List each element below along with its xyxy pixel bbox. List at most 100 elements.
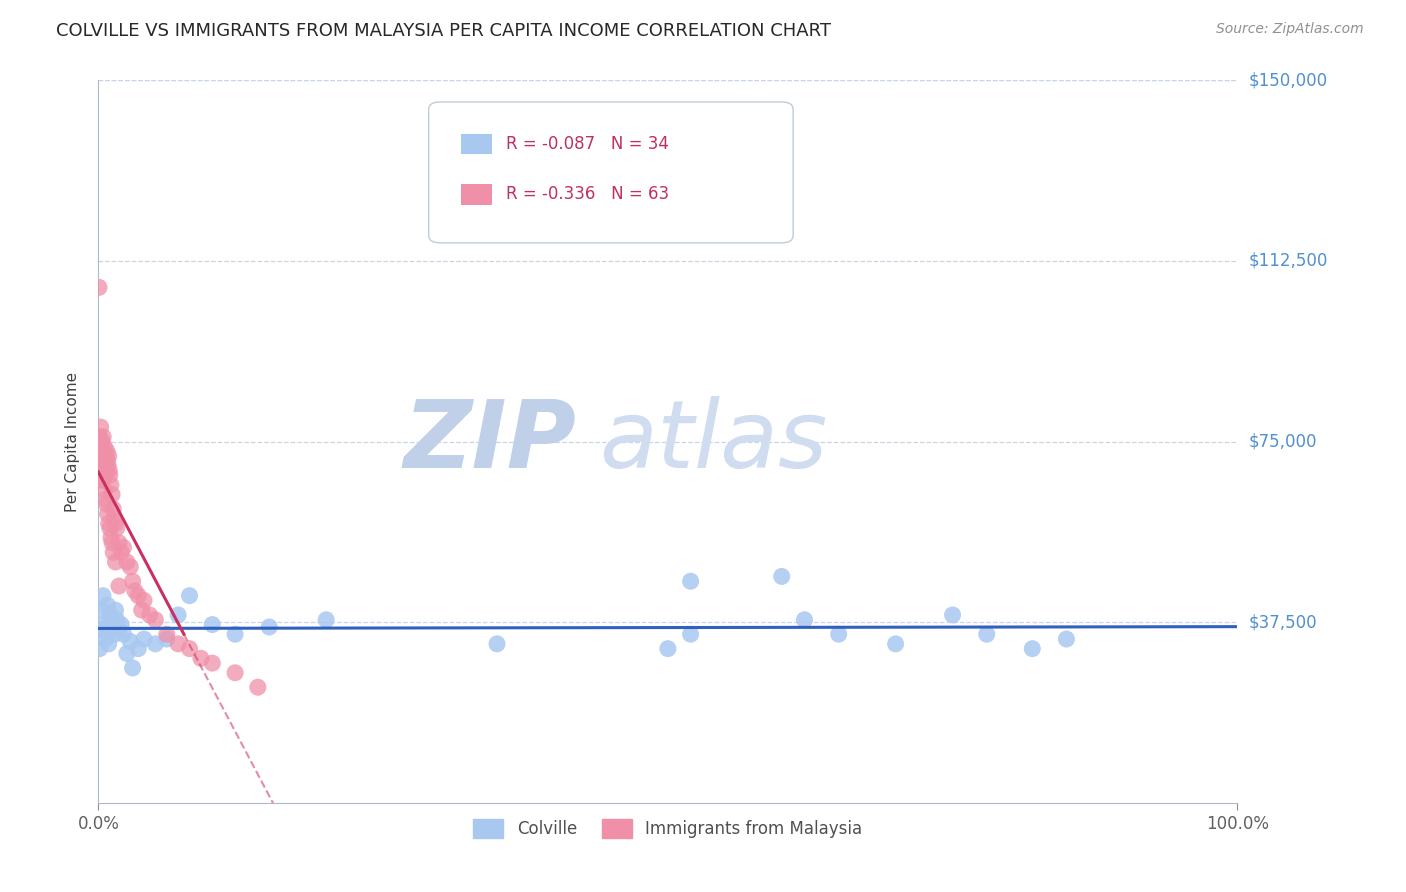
Point <box>167 607 190 622</box>
Point <box>657 641 679 656</box>
Point <box>94 632 117 646</box>
Point <box>486 637 509 651</box>
Legend: Colville, Immigrants from Malaysia: Colville, Immigrants from Malaysia <box>467 813 869 845</box>
Point <box>97 449 120 463</box>
Point <box>93 454 115 468</box>
Point <box>1021 641 1043 656</box>
Text: $112,500: $112,500 <box>1249 252 1327 270</box>
Point <box>100 613 122 627</box>
Text: $150,000: $150,000 <box>1249 71 1327 89</box>
Point <box>112 627 135 641</box>
Point <box>101 487 124 501</box>
Text: atlas: atlas <box>599 396 828 487</box>
Point <box>138 607 160 622</box>
Point <box>201 617 224 632</box>
Text: R = -0.087   N = 34: R = -0.087 N = 34 <box>506 135 669 153</box>
Point <box>770 569 793 583</box>
Point <box>91 463 114 477</box>
Point <box>98 607 121 622</box>
Point <box>108 579 131 593</box>
Point <box>145 613 167 627</box>
Point <box>104 603 127 617</box>
Point <box>224 627 246 641</box>
Point <box>90 473 112 487</box>
Text: Source: ZipAtlas.com: Source: ZipAtlas.com <box>1216 22 1364 37</box>
Point <box>679 574 702 589</box>
Point <box>120 634 142 648</box>
Point <box>121 661 143 675</box>
Point <box>121 574 143 589</box>
Point <box>115 647 138 661</box>
Point <box>98 463 121 477</box>
Point <box>96 444 118 458</box>
Point <box>90 463 112 477</box>
Point <box>127 589 149 603</box>
Point <box>131 603 153 617</box>
Point <box>145 637 167 651</box>
Point <box>101 623 124 637</box>
Point <box>104 555 127 569</box>
Point <box>156 632 179 646</box>
Point <box>93 617 115 632</box>
Point <box>105 613 128 627</box>
Point <box>179 589 201 603</box>
Point <box>89 430 111 444</box>
Point <box>127 641 149 656</box>
Point <box>103 617 125 632</box>
Point <box>93 439 115 453</box>
Point <box>104 516 127 531</box>
Point <box>828 627 851 641</box>
Point <box>115 555 138 569</box>
Point <box>96 507 118 521</box>
Point <box>98 468 121 483</box>
Point <box>132 593 155 607</box>
Point <box>105 521 128 535</box>
Point <box>93 458 115 473</box>
Y-axis label: Per Capita Income: Per Capita Income <box>65 371 80 512</box>
Point <box>89 641 111 656</box>
Point <box>112 541 135 555</box>
Point <box>91 434 114 449</box>
Point <box>103 545 125 559</box>
Point <box>97 516 120 531</box>
FancyBboxPatch shape <box>461 185 492 204</box>
Text: $75,000: $75,000 <box>1249 433 1317 450</box>
Point <box>246 680 269 694</box>
Text: R = -0.336   N = 63: R = -0.336 N = 63 <box>506 186 669 203</box>
Point <box>96 599 118 613</box>
Point <box>91 589 114 603</box>
Point <box>132 632 155 646</box>
Point <box>93 449 115 463</box>
Point <box>90 623 112 637</box>
Point <box>91 430 114 444</box>
Point <box>87 280 110 294</box>
Point <box>96 497 118 511</box>
Point <box>100 531 122 545</box>
Point <box>89 439 111 453</box>
Point <box>793 613 815 627</box>
Text: ZIP: ZIP <box>404 395 576 488</box>
Point <box>94 492 117 507</box>
Point <box>97 458 120 473</box>
Point <box>96 454 118 468</box>
Point <box>90 420 112 434</box>
Point <box>976 627 998 641</box>
Point <box>315 613 337 627</box>
Point <box>156 627 179 641</box>
Point <box>103 511 125 525</box>
Point <box>259 620 281 634</box>
Point <box>101 535 124 549</box>
Point <box>93 483 115 497</box>
Text: $37,500: $37,500 <box>1249 613 1317 632</box>
Point <box>190 651 212 665</box>
Point <box>90 449 112 463</box>
Point <box>108 535 131 549</box>
Point <box>942 607 965 622</box>
Point <box>97 637 120 651</box>
Point <box>89 444 111 458</box>
Point <box>91 444 114 458</box>
Point <box>110 545 132 559</box>
Point <box>884 637 907 651</box>
Point <box>679 627 702 641</box>
Point <box>94 449 117 463</box>
